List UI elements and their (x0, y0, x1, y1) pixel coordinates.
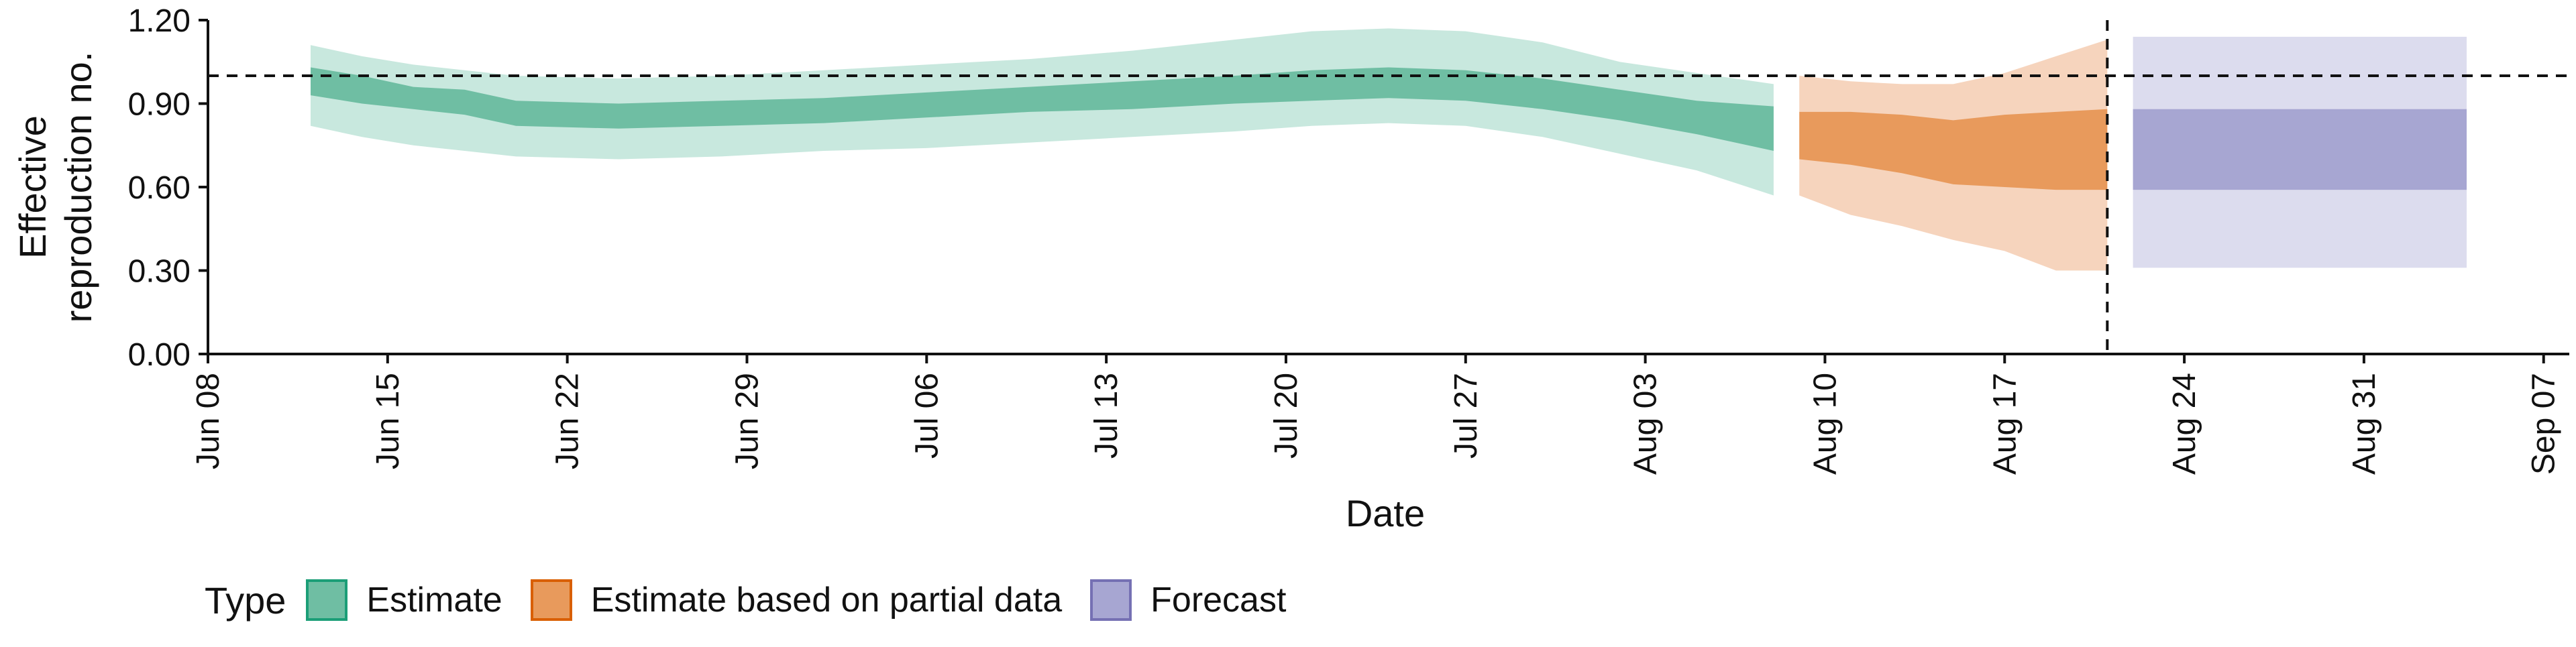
legend-item-partial: Estimate based on partial data (530, 579, 1063, 621)
x-tick-label-13: Sep 07 (2526, 373, 2562, 475)
x-tick-label-8: Aug 03 (1628, 373, 1664, 475)
series-2-inner-band (2133, 109, 2467, 190)
y-axis-title: Effectivereproduction no. (11, 52, 99, 323)
y-axis-title-line-0: Effective (11, 115, 54, 259)
legend-swatch-forecast (1090, 579, 1132, 621)
x-tick-label-6: Jul 20 (1269, 373, 1304, 459)
series-1-inner-band (1799, 109, 2108, 190)
legend-item-estimate: Estimate (306, 579, 502, 621)
x-tick-label-3: Jun 29 (729, 373, 765, 469)
bands-layer (311, 28, 2467, 271)
series-0-inner-band (311, 67, 1774, 151)
y-tick-label-1: 0.30 (128, 254, 191, 290)
x-tick-label-5: Jul 13 (1089, 373, 1124, 459)
x-tick-label-11: Aug 24 (2167, 373, 2202, 475)
x-tick-label-0: Jun 08 (191, 373, 226, 469)
y-tick-label-2: 0.60 (128, 170, 191, 206)
x-tick-label-2: Jun 22 (550, 373, 586, 469)
y-tick-label-0: 0.00 (128, 337, 191, 373)
y-axis-title-line-1: reproduction no. (57, 52, 99, 323)
legend-label-forecast: Forecast (1150, 581, 1287, 620)
legend-title: Type (205, 579, 286, 622)
legend-swatch-estimate (306, 579, 348, 621)
labels-layer: 0.00 0.30 0.60 0.90 1.20 Jun 08 Jun 15 Jun 22 Ju… (11, 3, 2562, 534)
x-tick-label-12: Aug 31 (2347, 373, 2382, 475)
x-tick-label-10: Aug 17 (1987, 373, 2023, 475)
y-tick-label-3: 0.90 (128, 87, 191, 123)
legend: Type Estimate Estimate based on partial … (205, 573, 1314, 627)
legend-item-forecast: Forecast (1090, 579, 1286, 621)
x-tick-label-7: Jul 27 (1448, 373, 1484, 459)
legend-label-partial: Estimate based on partial data (590, 581, 1063, 620)
x-tick-label-4: Jul 06 (909, 373, 945, 459)
x-tick-label-1: Jun 15 (370, 373, 406, 469)
legend-label-estimate: Estimate (366, 581, 502, 620)
x-tick-label-9: Aug 10 (1807, 373, 1843, 475)
legend-swatch-partial (530, 579, 572, 621)
y-tick-label-4: 1.20 (128, 3, 191, 39)
axes-layer (199, 19, 2569, 363)
x-axis-title: Date (1346, 492, 1425, 534)
